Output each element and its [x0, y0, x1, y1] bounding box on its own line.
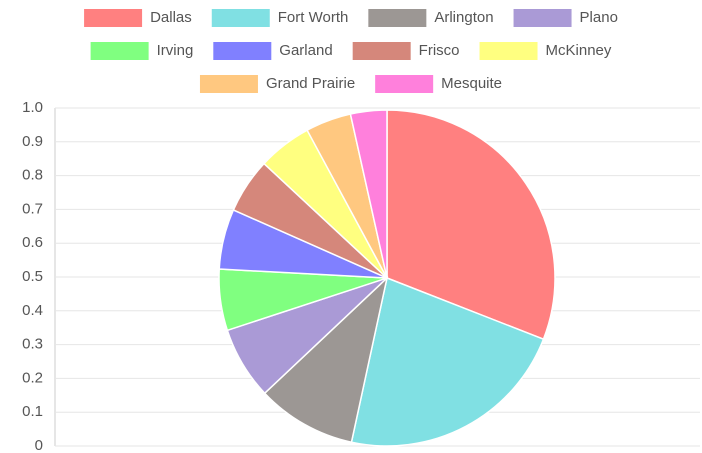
legend-swatch: [513, 9, 572, 27]
legend-swatch: [84, 9, 143, 27]
y-tick-label: 0.6: [22, 234, 43, 251]
pie-slice: [350, 276, 545, 447]
pie-slice: [263, 275, 389, 444]
y-tick-label: 0.1: [22, 403, 43, 420]
legend-label: Mesquite: [441, 75, 502, 92]
pie-slice: [386, 109, 556, 341]
legend-label: McKinney: [546, 42, 612, 59]
legend-label: Arlington: [434, 9, 493, 26]
y-tick-label: 0.5: [22, 268, 43, 285]
y-tick-label: 0: [35, 437, 43, 453]
legend-label: Irving: [157, 42, 194, 59]
legend-swatch: [90, 42, 149, 60]
legend-label: Dallas: [150, 9, 192, 26]
legend-label: Grand Prairie: [266, 75, 355, 92]
y-tick-label: 0.7: [22, 200, 43, 217]
legend-swatch: [352, 42, 411, 60]
legend-label: Frisco: [419, 42, 460, 59]
pie-slice: [349, 109, 388, 279]
legend-swatch: [479, 42, 538, 60]
y-tick-label: 0.8: [22, 167, 43, 184]
legend-swatch: [375, 75, 434, 93]
y-tick-label: 1.0: [22, 99, 43, 116]
legend-swatch: [368, 9, 427, 27]
y-tick-label: 0.2: [22, 369, 43, 386]
legend-swatch: [199, 75, 258, 93]
legend-label: Plano: [580, 9, 618, 26]
y-tick-label: 0.3: [22, 336, 43, 353]
legend-swatch: [213, 42, 272, 60]
legend-swatch: [211, 9, 270, 27]
y-tick-label: 0.4: [22, 302, 43, 319]
y-tick-label: 0.9: [22, 133, 43, 150]
legend-label: Garland: [279, 42, 332, 59]
legend-label: Fort Worth: [278, 9, 349, 26]
